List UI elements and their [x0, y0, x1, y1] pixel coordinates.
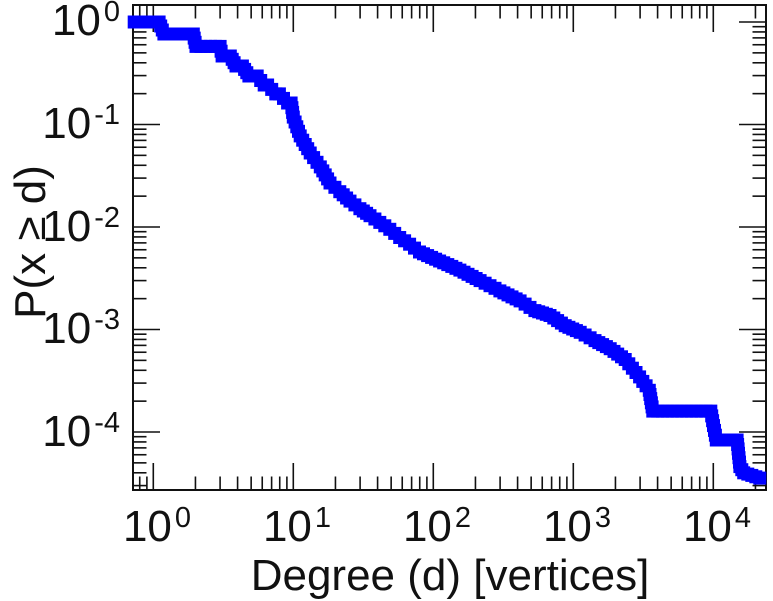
plot-border	[132, 4, 767, 491]
y-tick-label: 10 -4	[6, 407, 120, 462]
y-tick-exp: -1	[94, 99, 120, 131]
x-tick-base: 10	[542, 502, 592, 551]
y-tick-label: 10 -2	[6, 202, 120, 257]
x-tick-base: 10	[402, 502, 452, 551]
y-tick-base: 10	[51, 0, 101, 45]
y-tick-base: 10	[42, 407, 92, 456]
y-tick-label: 10 -1	[6, 99, 120, 154]
axis-ticks	[133, 5, 766, 490]
x-tick-base: 10	[262, 502, 312, 551]
y-tick-exp: -4	[94, 407, 120, 439]
y-tick-exp: -2	[94, 202, 120, 234]
x-tick-exp: 0	[174, 502, 192, 534]
x-tick-label: 10 1	[262, 502, 332, 556]
y-tick-exp: -3	[94, 304, 120, 336]
x-tick-base: 10	[122, 502, 172, 551]
y-tick-base: 10	[42, 202, 92, 251]
x-tick-label: 10 0	[122, 502, 192, 556]
x-tick-exp: 1	[314, 502, 332, 534]
x-axis-title: Degree (d) [vertices]	[250, 551, 650, 600]
data-point-square	[753, 471, 767, 485]
x-tick-label: 10 3	[542, 502, 612, 556]
x-tick-label: 10 4	[682, 502, 752, 556]
x-tick-base: 10	[682, 502, 732, 551]
x-tick-label: 10 2	[402, 502, 472, 556]
y-axis-title: P(x ≥ d)	[6, 165, 55, 319]
y-tick-label: 10 0	[6, 0, 120, 51]
y-tick-label: 10 -3	[6, 304, 120, 359]
y-tick-base: 10	[42, 304, 92, 353]
y-tick-exp: 0	[103, 0, 120, 28]
x-tick-exp: 3	[594, 502, 612, 534]
y-tick-base: 10	[42, 99, 92, 148]
x-tick-exp: 2	[454, 502, 472, 534]
x-tick-exp: 4	[734, 502, 752, 534]
degree-ccdf-series	[127, 15, 767, 485]
